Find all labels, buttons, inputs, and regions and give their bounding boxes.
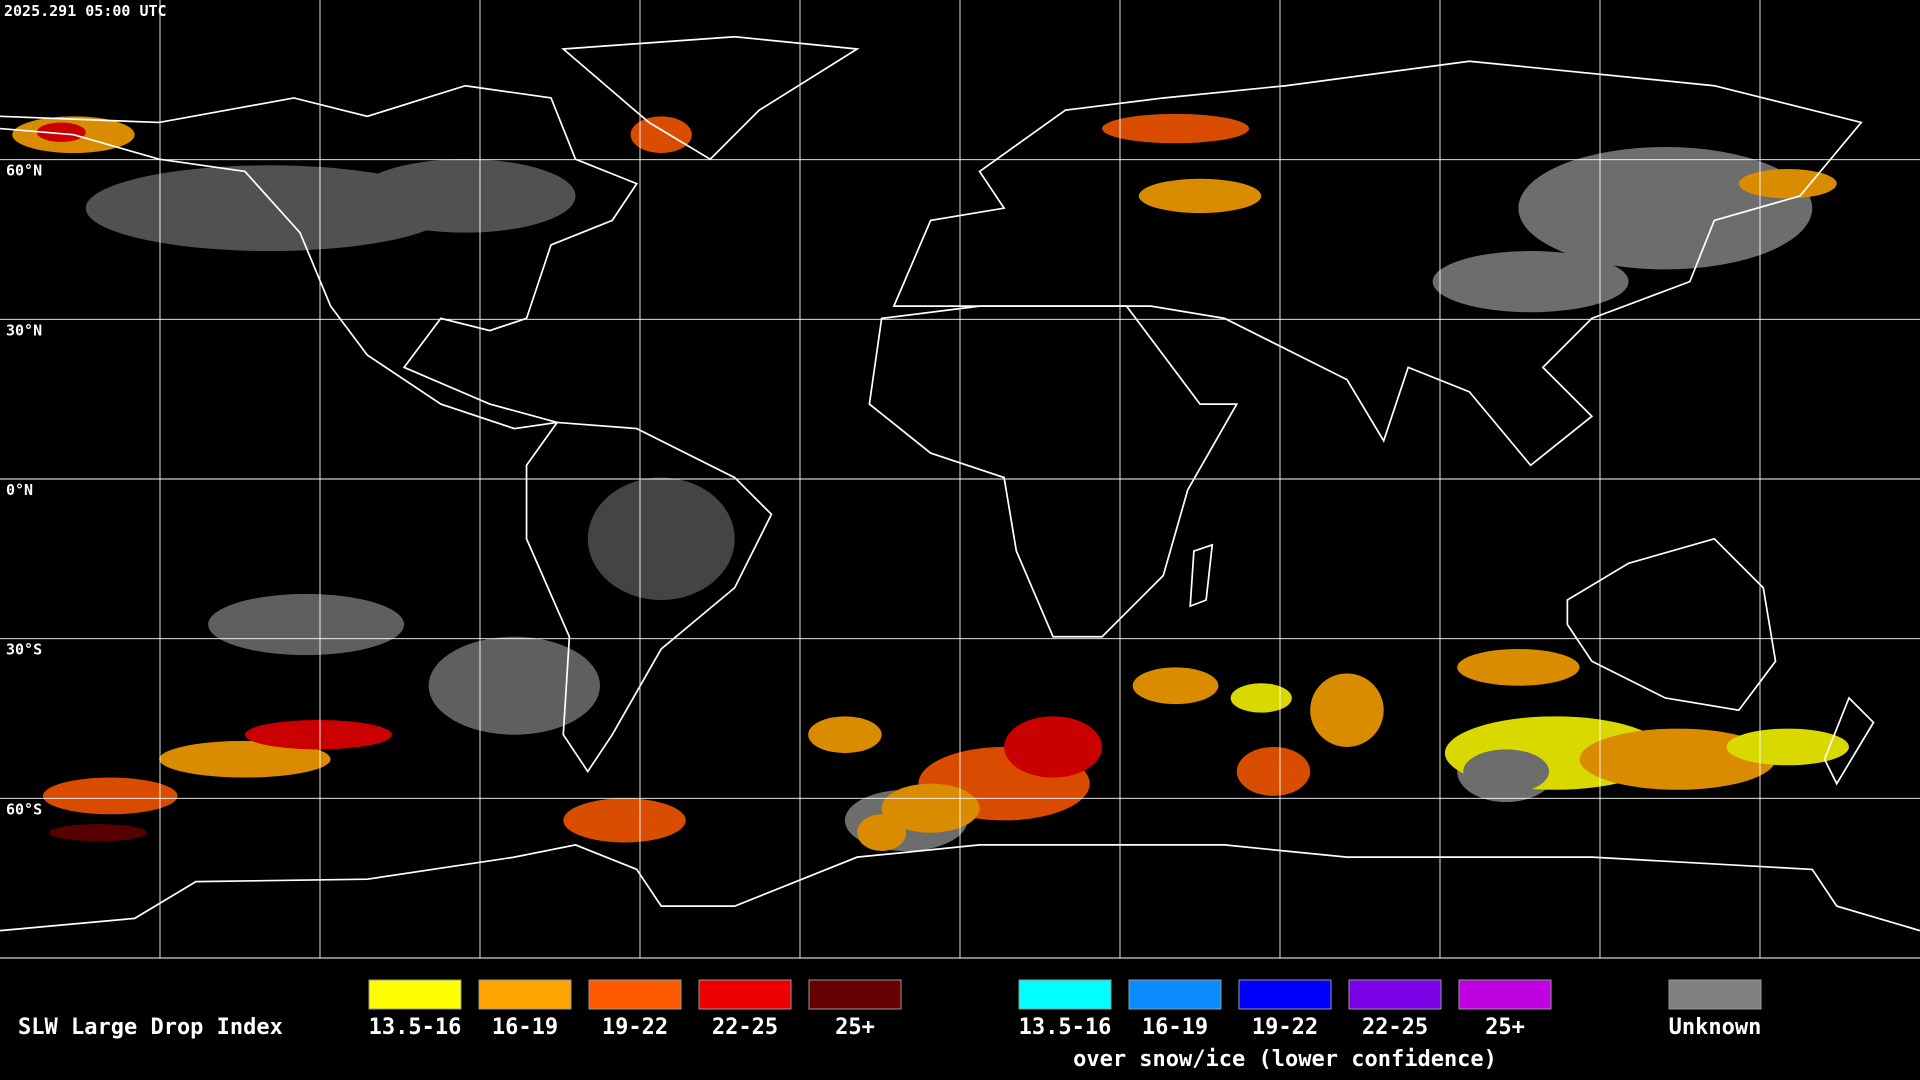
legend-label: 22-25 (1362, 1015, 1428, 1040)
legend-label: 19-22 (602, 1015, 668, 1040)
legend-label: 16-19 (492, 1015, 558, 1040)
legend-title: SLW Large Drop Index (18, 1015, 283, 1040)
legend-swatch (1348, 979, 1442, 1010)
legend-swatch (368, 979, 462, 1010)
latitude-label: 30°N (6, 321, 42, 339)
latitude-labels: 60°N 30°N 0°N 30°S 60°S (6, 162, 42, 819)
legend-swatch (478, 979, 572, 1010)
legend-swatch (698, 979, 792, 1010)
map-content (0, 35, 1920, 932)
legend-swatch (1128, 979, 1222, 1010)
legend-label: 13.5-16 (1019, 1015, 1112, 1040)
legend-label: 25+ (1485, 1015, 1525, 1040)
legend-swatch (1018, 979, 1112, 1010)
legend-label: 22-25 (712, 1015, 778, 1040)
coastlines (0, 35, 1920, 932)
legend-label: 16-19 (1142, 1015, 1208, 1040)
legend-swatch (1668, 979, 1762, 1010)
legend-swatch (1238, 979, 1332, 1010)
latitude-label: 0°N (6, 481, 33, 499)
legend-label: 19-22 (1252, 1015, 1318, 1040)
legend-label: 13.5-16 (369, 1015, 462, 1040)
latitude-label: 30°S (6, 641, 42, 659)
latitude-label: 60°S (6, 800, 42, 818)
legend-swatch (808, 979, 902, 1010)
cloud-patches (12, 113, 1849, 852)
legend-swatch (588, 979, 682, 1010)
latitude-label: 60°N (6, 162, 42, 180)
legend-label: 25+ (835, 1015, 875, 1040)
legend: SLW Large Drop Index 13.5-16 16-19 19-22 22… (18, 979, 1762, 1072)
legend-label: Unknown (1669, 1015, 1762, 1040)
graticule (0, 0, 1920, 959)
map: 60°N 30°N 0°N 30°S 60°S (0, 0, 1920, 959)
legend-swatch (1458, 979, 1552, 1010)
timestamp: 2025.291 05:00 UTC (4, 2, 167, 20)
legend-subtitle: over snow/ice (lower confidence) (1073, 1047, 1497, 1072)
